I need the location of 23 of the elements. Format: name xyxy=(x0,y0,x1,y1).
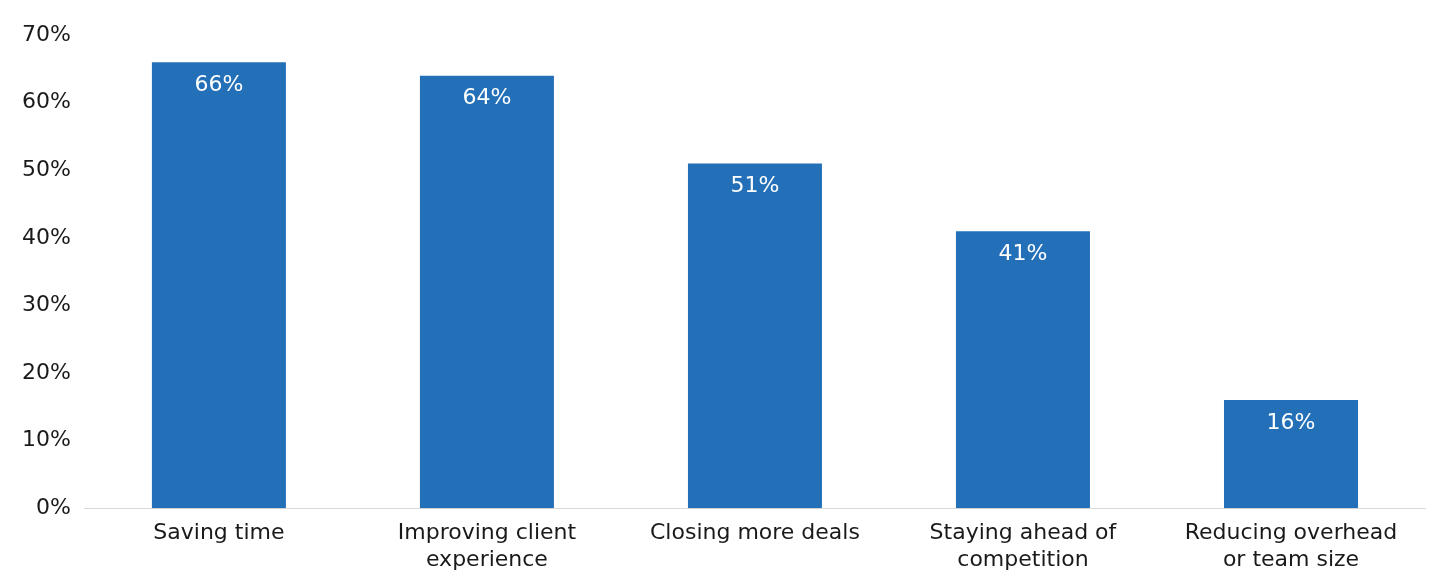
data-label: 16% xyxy=(1266,408,1316,434)
y-tick-label: 30% xyxy=(21,291,71,317)
bar xyxy=(1223,400,1358,509)
y-tick-label: 60% xyxy=(21,88,71,114)
x-tick-label: Staying ahead of competition xyxy=(929,519,1118,571)
bar xyxy=(151,62,286,509)
x-tick-label: Reducing overhead or team size xyxy=(1184,519,1398,571)
y-tick-label: 70% xyxy=(21,20,71,46)
bar xyxy=(419,75,554,509)
y-tick-label: 40% xyxy=(21,223,71,249)
x-tick-label: Closing more deals xyxy=(649,519,860,545)
bar xyxy=(955,231,1090,509)
y-tick-label: 0% xyxy=(35,493,71,519)
data-label: 41% xyxy=(998,239,1048,265)
bar xyxy=(687,163,822,509)
data-label: 64% xyxy=(462,84,512,110)
y-tick-label: 50% xyxy=(21,156,71,182)
data-label: 66% xyxy=(194,70,244,96)
data-label: 51% xyxy=(730,172,780,198)
x-tick-label: Saving time xyxy=(153,519,285,545)
x-tick-label: Improving client experience xyxy=(397,519,577,571)
y-tick-label: 20% xyxy=(21,358,71,384)
y-tick-label: 10% xyxy=(21,426,71,452)
